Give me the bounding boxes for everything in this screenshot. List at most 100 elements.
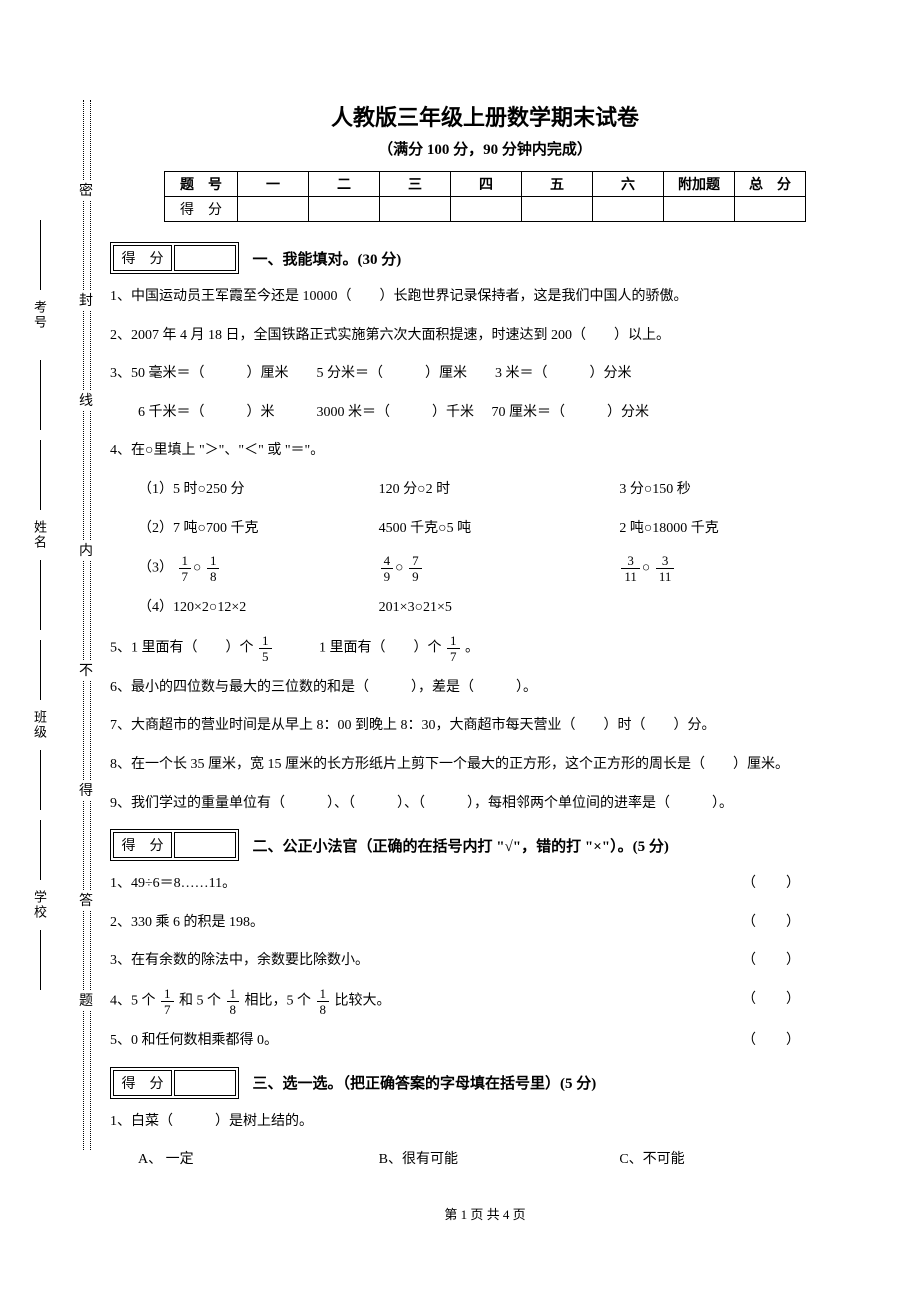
answer-paren: （） [742,948,830,975]
student-info-line [40,750,42,810]
student-info-line [40,440,42,510]
col-label: 题 号 [165,172,238,197]
text: 1、49÷6＝8……11。 [110,876,236,891]
q2-2: 2、330 乘 6 的积是 198。 （） [110,910,860,937]
opt-a: A、 一定 [138,1147,379,1174]
text: 5、1 里面有（ ）个 [110,640,257,655]
score-box-label: 得 分 [113,245,172,271]
text: 4、5 个 [110,994,159,1009]
section-2-title: 二、公正小法官（正确的在括号内打 "√"，错的打 "×"）。(5 分) [253,835,669,856]
cmp-2: 120 分○2 时 [379,477,620,504]
score-box-blank [174,832,236,858]
q2-5: 5、0 和任何数相乘都得 0。 （） [110,1028,860,1055]
sealing-char: 封 [79,290,93,310]
q1-1: 1、中国运动员王军霞至今还是 10000（ ）长跑世界记录保持者，这是我们中国人… [110,284,860,311]
score-cell [238,197,309,222]
student-info-line [40,560,42,630]
col-header: 一 [238,172,309,197]
student-info-line [40,220,42,290]
sealing-char: 得 [79,780,93,800]
q1-7: 7、大商超市的营业时间是从早上 8：00 到晚上 8：30，大商超市每天营业（ … [110,713,860,740]
q1-9: 9、我们学过的重量单位有（ ）、（ ）、（ ），每相邻两个单位间的进率是（ ）。 [110,791,860,818]
section-1-header: 得 分 一、我能填对。(30 分) [110,242,860,274]
sealing-char: 题 [79,990,93,1010]
q3-1-opts: A、 一定 B、很有可能 C、不可能 [110,1147,860,1174]
answer-paren: （） [742,987,830,1014]
section-3-title: 三、选一选。（把正确答案的字母填在括号里）(5 分) [253,1072,597,1093]
opt-c: C、不可能 [619,1147,860,1174]
text: 。 [465,640,479,655]
text: 1 里面有（ ）个 [277,640,445,655]
student-info-line [40,640,42,700]
q1-3a: 3、50 毫米＝（ ）厘米 5 分米＝（ ）厘米 3 米＝（ ）分米 [110,361,860,388]
q1-5: 5、1 里面有（ ）个 15 1 里面有（ ）个 17 。 [110,634,860,663]
student-info-label: 学校 [30,890,49,920]
answer-paren: （） [742,1028,830,1055]
exam-page: 密封线内不得答题考号姓名班级学校 人教版三年级上册数学期末试卷 （满分 100 … [0,0,920,1263]
score-cell [735,197,806,222]
fraction: 311 [656,554,675,583]
col-header: 总 分 [735,172,806,197]
score-box-label: 得 分 [113,832,172,858]
q1-4-row3: （3） 17○ 18 49○ 79 311○ 311 [110,554,860,583]
q1-6: 6、最小的四位数与最大的三位数的和是（ ），差是（ ）。 [110,675,860,702]
fraction: 17 [447,634,460,663]
student-info-label: 考号 [30,300,49,330]
cmp-3: 3 分○150 秒 [619,477,860,504]
fraction: 15 [259,634,272,663]
q2-1: 1、49÷6＝8……11。 （） [110,871,860,898]
text: 比较大。 [335,994,391,1009]
row-label: 得 分 [165,197,238,222]
student-info-label: 班级 [30,710,49,740]
col-header: 三 [380,172,451,197]
score-cell [664,197,735,222]
score-cell [522,197,593,222]
cmp-7: （3） 17○ 18 [138,554,379,583]
col-header: 二 [309,172,380,197]
score-box: 得 分 [110,1067,239,1099]
sealing-char: 不 [79,660,93,680]
cmp-9: 311○ 311 [619,554,860,583]
fraction: 17 [179,554,192,583]
opt-b: B、很有可能 [379,1147,620,1174]
section-3-header: 得 分 三、选一选。（把正确答案的字母填在括号里）(5 分) [110,1067,860,1099]
score-box-label: 得 分 [113,1070,172,1096]
page-footer: 第 1 页 共 4 页 [110,1204,860,1223]
cmp-6: 2 吨○18000 千克 [619,516,860,543]
student-info-line [40,820,42,880]
section-2-header: 得 分 二、公正小法官（正确的在括号内打 "√"，错的打 "×"）。(5 分) [110,829,860,861]
student-info-line [40,360,42,430]
fraction: 18 [317,987,330,1016]
text: 5、0 和任何数相乘都得 0。 [110,1033,278,1048]
sealing-char: 内 [79,540,93,560]
score-box: 得 分 [110,829,239,861]
text: 3、在有余数的除法中，余数要比除数小。 [110,953,369,968]
text: 2、330 乘 6 的积是 198。 [110,915,264,930]
cmp-1: （1）5 时○250 分 [138,477,379,504]
fraction: 79 [409,554,422,583]
q1-4-row4: （4）120×2○12×2 201×3○21×5 [110,595,860,622]
sealing-char: 线 [79,390,93,410]
binding-gutter: 密封线内不得答题考号姓名班级学校 [30,100,100,1150]
fraction: 18 [227,987,240,1016]
text: 和 5 个 [179,994,225,1009]
answer-paren: （） [742,910,830,937]
score-cell [593,197,664,222]
sealing-char: 密 [79,180,93,200]
student-info-line [40,930,42,990]
col-header: 五 [522,172,593,197]
q2-4: 4、5 个 17 和 5 个 18 相比，5 个 18 比较大。 （） [110,987,860,1016]
exam-subtitle: （满分 100 分，90 分钟内完成） [110,138,860,159]
q1-2: 2、2007 年 4 月 18 日，全国铁路正式实施第六次大面积提速，时速达到 … [110,323,860,350]
cmp-4: （2）7 吨○700 千克 [138,516,379,543]
col-header: 四 [451,172,522,197]
answer-paren: （） [742,871,830,898]
q3-1: 1、白菜（ ）是树上结的。 [110,1109,860,1136]
score-box-blank [174,1070,236,1096]
fraction: 17 [161,987,174,1016]
score-cell [380,197,451,222]
score-summary-table: 题 号一二三四五六附加题总 分 得 分 [164,171,806,222]
col-header: 附加题 [664,172,735,197]
score-box: 得 分 [110,242,239,274]
q1-4-row1: （1）5 时○250 分 120 分○2 时 3 分○150 秒 [110,477,860,504]
